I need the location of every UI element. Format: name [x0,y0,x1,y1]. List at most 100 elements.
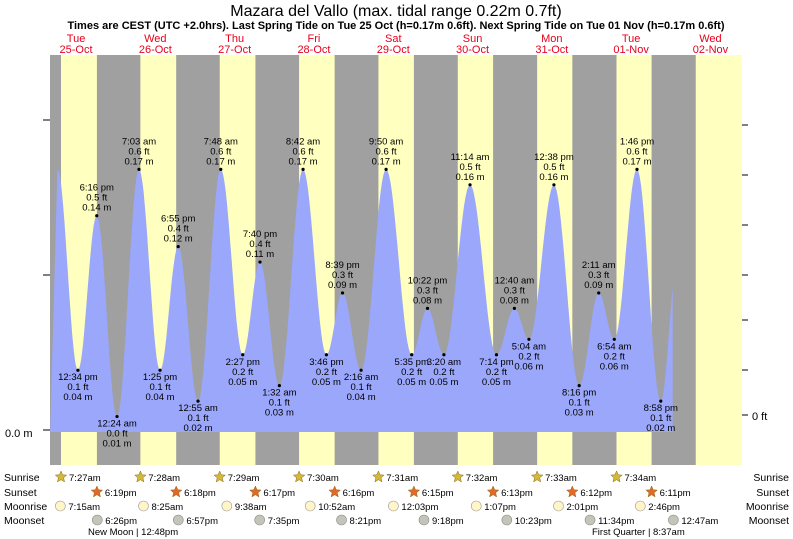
tide-label: 0.17 m [124,156,153,167]
tide-point [659,399,663,403]
tide-point [597,291,601,295]
moonrise-icon [138,500,149,512]
tide-label: 0.11 m [246,249,274,260]
sunset-time: 6:13pm [501,488,533,499]
tide-label: 0.03 m [565,408,594,419]
tide-label: 0.6 ft [128,146,149,157]
tide-label: 0.3 ft [417,285,438,296]
tide-label: 0.08 m [500,295,529,306]
tide-point [301,167,305,171]
tide-label: 6:54 am [597,341,631,352]
tide-label: 0.1 ft [187,413,208,424]
sunset-time: 6:19pm [105,488,137,499]
tide-label: 0.14 m [82,203,111,214]
tide-label: 0.5 ft [543,162,564,173]
moonrise-time: 12:03pm [401,502,438,513]
sunrise-time: 7:30am [307,473,339,484]
tide-label: 0.6 ft [210,146,231,157]
sunrise-icon [372,470,385,483]
tide-label: 10:22 pm [408,275,448,286]
day-of-week: Tue [67,33,86,45]
sunset-icon [486,485,500,498]
day-date: 26-Oct [139,44,172,56]
tide-label: 0.01 m [102,439,131,450]
moonset-icon [254,514,266,526]
tide-label: 7:40 pm [243,229,277,240]
tide-label: 0.05 m [397,377,426,388]
sunrise-icon [610,470,623,483]
tide-label: 6:55 pm [161,214,195,225]
sunset-time: 6:11pm [660,488,691,499]
tide-label: 0.02 m [184,423,213,434]
right-axis-label: 0 ft [752,411,767,423]
row-label-left: Moonrise [4,501,47,513]
day-date: 01-Nov [613,44,649,56]
tide-label: 0.03 m [265,408,294,419]
tide-label: 5:35 pm [395,357,429,368]
sunset-icon [565,485,579,498]
tide-label: 0.17 m [289,156,318,167]
sunset-icon [645,485,658,498]
moonset-time: 11:34pm [598,516,634,527]
sunset-icon [328,485,342,498]
sunset-time: 6:17pm [263,488,295,499]
tide-label: 0.04 m [347,392,376,403]
astro-rows: Sunrise Sunrise Sunset Sunset Moonrise Moonri… [4,470,789,538]
day-date: 29-Oct [377,44,410,56]
tide-point [494,353,499,357]
tide-label: 0.1 ft [650,413,671,424]
tide-point [577,384,581,388]
tide-label: 0.0 ft [106,429,127,440]
tide-label: 8:39 pm [325,260,359,271]
moonrise-time: 2:01pm [567,502,599,513]
moonset-time: 12:47am [681,516,718,527]
tide-label: 0.05 m [482,377,511,388]
tide-label: 0.1 ft [569,398,590,409]
tide-label: 12:55 am [178,403,218,414]
moonrise-icon [553,500,564,512]
axes: 0.0 m 0 ft [5,119,767,440]
moonset-icon [501,514,513,526]
sunrise-time: 7:27am [69,473,101,484]
sunrise-time: 7:34am [625,473,657,484]
sunset-time: 6:15pm [422,488,454,499]
tide-point [115,414,119,419]
tide-label: 8:58 pm [644,403,678,414]
tide-label: 0.1 ft [67,382,88,393]
tide-label: 0.1 ft [351,382,372,393]
tide-label: 0.4 ft [249,239,270,250]
row-label-right: Moonrise [746,501,789,513]
tide-label: 0.05 m [429,377,458,388]
moonset-time: 6:57pm [186,516,218,527]
day-of-week: Wed [699,33,721,45]
tide-point [196,399,200,403]
moon-phase-label: First Quarter | 8:37am [592,527,685,538]
tide-label: 0.04 m [146,392,175,403]
tide-label: 0.06 m [600,361,629,372]
tide-label: 0.3 ft [332,270,353,281]
tide-label: 0.06 m [514,361,543,372]
tide-point [158,368,162,372]
tide-label: 0.17 m [206,156,235,167]
row-label-right: Moonset [749,515,789,527]
tide-label: 0.3 ft [504,285,525,296]
tide-labels: 12:34 pm0.1 ft0.04 m6:16 pm0.5 ft0.14 m1… [58,136,678,449]
row-label-left: Sunrise [4,472,40,484]
tide-label: 0.02 m [646,423,675,434]
day-of-week: Sat [385,33,402,45]
moonrise-icon [304,500,316,512]
tide-point [219,167,223,171]
day-date: 02-Nov [693,44,729,56]
tide-label: 0.6 ft [376,146,397,157]
moon-phase-label: New Moon | 12:48pm [88,527,178,538]
tide-label: 0.2 ft [604,351,625,362]
tide-point [635,167,639,171]
tide-label: 7:48 am [204,136,238,147]
moonrise-time: 9:38am [235,502,267,513]
moonrise-time: 7:15am [68,502,100,513]
sunset-icon [407,485,421,498]
tide-label: 2:11 am [582,260,616,271]
tide-point [258,260,262,264]
chart-title: Mazara del Vallo (max. tidal range 0.22m… [230,3,561,20]
